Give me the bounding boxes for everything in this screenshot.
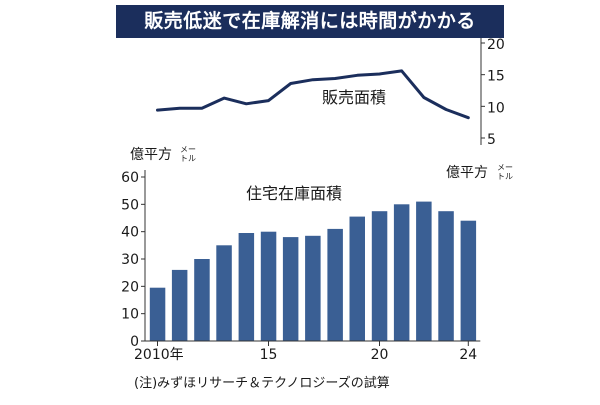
- bar-x-tick-label: 2010年: [134, 347, 184, 363]
- inventory-bar: [149, 287, 166, 341]
- sales-area-point: [467, 116, 470, 119]
- sales-area-point: [245, 102, 248, 106]
- sales-area-point: [222, 96, 226, 100]
- sales-area-point: [200, 107, 204, 110]
- inventory-bar: [349, 216, 365, 341]
- bar-unit-label: 億平方: [130, 147, 172, 163]
- footnote: (注)みずほリサーチ＆テクノロジーズの試算: [134, 376, 390, 391]
- sales-area-series-label: 販売面積: [322, 88, 386, 107]
- bar-y-tick-label: 20: [121, 279, 139, 295]
- bar-x-tick-label: 15: [260, 347, 278, 363]
- sales-area-point: [378, 72, 381, 76]
- inventory-bar: [216, 245, 232, 341]
- inventory-bar: [194, 259, 210, 341]
- bar-y-tick-label: 60: [121, 170, 139, 186]
- bar-unit-label-top: メー: [180, 145, 196, 154]
- inventory-bar: [460, 220, 477, 341]
- bar-y-tick-label: 40: [121, 225, 139, 241]
- line-unit-label: 億平方: [446, 165, 488, 181]
- inventory-series-label: 住宅在庫面積: [246, 184, 342, 203]
- sales-area-point: [333, 77, 337, 80]
- line-y-tick-label: 20: [487, 37, 505, 53]
- bar-y-tick-label: 30: [121, 252, 139, 268]
- inventory-bar: [238, 233, 255, 341]
- inventory-bar: [438, 211, 454, 341]
- bar-y-tick-label: 10: [121, 307, 139, 323]
- inventory-bar: [282, 237, 299, 341]
- line-unit-label-top: メー: [497, 163, 513, 172]
- bar-unit-label-bottom: トル: [180, 154, 196, 163]
- inventory-bar: [416, 201, 432, 341]
- line-unit-label-bottom: トル: [497, 172, 513, 181]
- inventory-bar: [371, 211, 388, 341]
- inventory-bar: [393, 204, 410, 341]
- inventory-bar: [260, 231, 277, 341]
- sales-area-point: [311, 78, 315, 81]
- sales-area-point: [356, 74, 359, 77]
- sales-area-point: [156, 108, 159, 112]
- line-y-tick-label: 15: [487, 69, 505, 85]
- inventory-bar: [327, 228, 343, 341]
- inventory-bar: [171, 269, 188, 341]
- bar-y-tick-label: 0: [130, 334, 139, 350]
- bar-y-tick-label: 50: [121, 197, 139, 213]
- sales-area-line: [156, 69, 470, 120]
- sales-area-point: [422, 96, 426, 99]
- sales-area-point: [400, 69, 403, 73]
- inventory-bar: [305, 235, 321, 341]
- sales-area-point: [289, 82, 292, 85]
- bar-x-tick-label: 24: [459, 347, 477, 363]
- sales-area-point: [178, 107, 181, 110]
- bar-x-tick-label: 20: [371, 347, 389, 363]
- chart-title: 販売低迷で在庫解消には時間がかかる: [116, 5, 504, 38]
- sales-area-point: [444, 108, 448, 111]
- line-y-tick-label: 5: [487, 132, 496, 148]
- sales-area-point: [267, 99, 270, 102]
- line-y-tick-label: 10: [487, 100, 505, 116]
